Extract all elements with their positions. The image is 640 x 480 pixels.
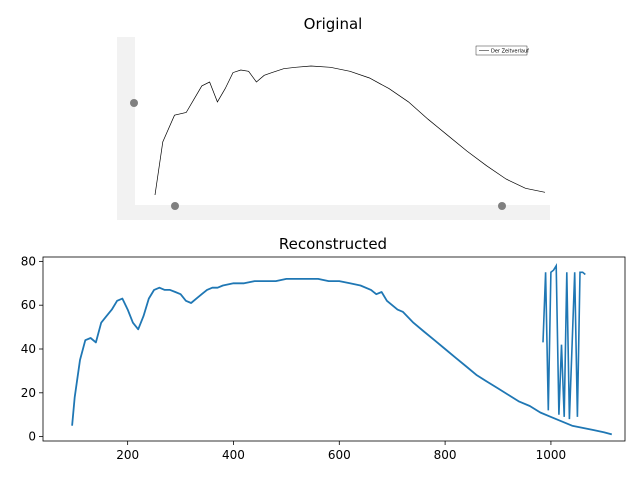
reconstructed-title: Reconstructed bbox=[279, 235, 387, 253]
y-tick-label: 40 bbox=[21, 342, 36, 356]
y-tick-label: 80 bbox=[21, 254, 36, 268]
original-axis-marker bbox=[130, 99, 138, 107]
original-axis-marker bbox=[498, 202, 506, 210]
x-tick-label: 1000 bbox=[536, 448, 567, 462]
original-x-axis-band bbox=[117, 205, 550, 220]
original-series-line bbox=[154, 65, 546, 196]
original-panel: Original Der Zeitverlauf bbox=[117, 15, 550, 220]
original-legend: Der Zeitverlauf bbox=[475, 45, 529, 56]
reconstructed-panel: Reconstructed 200 400 600 800 1000 0 20 40 60 80 bbox=[21, 235, 626, 462]
original-y-axis-band bbox=[117, 37, 135, 220]
original-plot-area bbox=[154, 65, 546, 196]
reconstructed-series-line bbox=[71, 277, 613, 436]
original-legend-label: Der Zeitverlauf bbox=[491, 49, 529, 55]
x-tick-label: 800 bbox=[434, 448, 457, 462]
reconstructed-axes-frame bbox=[42, 256, 626, 442]
x-tick-label: 200 bbox=[116, 448, 139, 462]
reconstructed-spike-line bbox=[542, 263, 586, 420]
reconstructed-plot-area bbox=[71, 263, 613, 436]
reconstructed-x-axis: 200 400 600 800 1000 bbox=[116, 441, 566, 462]
y-tick-label: 0 bbox=[28, 430, 36, 444]
x-tick-label: 400 bbox=[222, 448, 245, 462]
original-title: Original bbox=[304, 15, 363, 33]
reconstructed-y-axis: 0 20 40 60 80 bbox=[21, 254, 43, 444]
original-legend-box bbox=[475, 45, 528, 56]
original-axis-marker bbox=[171, 202, 179, 210]
x-tick-label: 600 bbox=[328, 448, 351, 462]
y-tick-label: 20 bbox=[21, 386, 36, 400]
y-tick-label: 60 bbox=[21, 298, 36, 312]
